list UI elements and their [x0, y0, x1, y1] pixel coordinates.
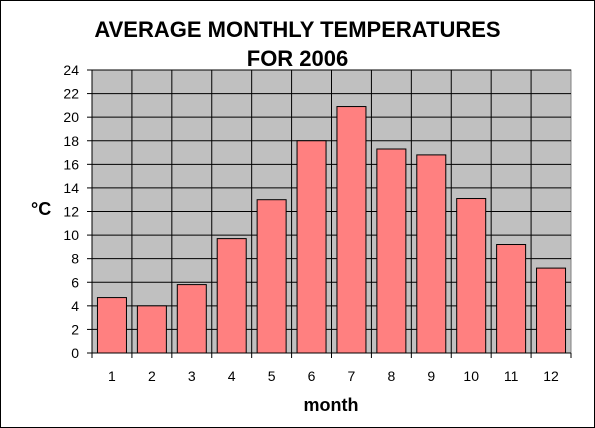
- bar-month-1: [96, 297, 127, 354]
- chart-title-line-1: AVERAGE MONTHLY TEMPERATURES: [94, 17, 501, 42]
- x-tick-label: 6: [308, 368, 316, 384]
- bar-month-4: [216, 238, 247, 354]
- x-tick-label: 9: [427, 368, 435, 384]
- x-tick-label: 10: [463, 368, 479, 384]
- bar-month-9: [416, 154, 447, 354]
- y-tick-label: 10: [63, 227, 79, 243]
- y-tick-label: 18: [63, 133, 79, 149]
- x-tick-label: 5: [268, 368, 276, 384]
- y-tick-label: 8: [71, 251, 79, 267]
- bar-month-11: [496, 244, 527, 354]
- y-tick-label: 2: [71, 321, 79, 337]
- y-tick-label: 16: [63, 156, 79, 172]
- y-tick-label: 22: [63, 86, 79, 102]
- bar-month-5: [256, 199, 287, 354]
- bar-month-7: [336, 106, 367, 354]
- x-tick-label: 4: [228, 368, 236, 384]
- y-tick-label: 6: [71, 274, 79, 290]
- y-tick-label: 0: [71, 345, 79, 361]
- x-tick-label: 1: [108, 368, 116, 384]
- y-tick-label: 12: [63, 204, 79, 220]
- x-tick-label: 12: [543, 368, 559, 384]
- x-tick-label: 2: [148, 368, 156, 384]
- x-axis-label: month: [303, 395, 359, 415]
- bar-month-12: [536, 267, 567, 354]
- y-tick-label: 14: [63, 180, 79, 196]
- bar-month-2: [136, 305, 167, 354]
- bar-month-10: [456, 198, 487, 354]
- bar-month-8: [376, 148, 407, 354]
- x-tick-label: 11: [504, 368, 519, 384]
- chart-title: AVERAGE MONTHLY TEMPERATURES FOR 2006: [1, 15, 594, 73]
- y-tick-label: 20: [63, 109, 79, 125]
- chart-title-line-2: FOR 2006: [246, 46, 349, 71]
- y-tick-label: 4: [71, 298, 79, 314]
- y-tick-label: 24: [63, 62, 79, 78]
- bar-month-3: [176, 284, 207, 354]
- y-axis-label: °C: [31, 199, 52, 219]
- bar-month-6: [296, 140, 327, 354]
- x-tick-label: 3: [188, 368, 196, 384]
- x-tick-label: 7: [348, 368, 356, 384]
- x-tick-label: 8: [387, 368, 395, 384]
